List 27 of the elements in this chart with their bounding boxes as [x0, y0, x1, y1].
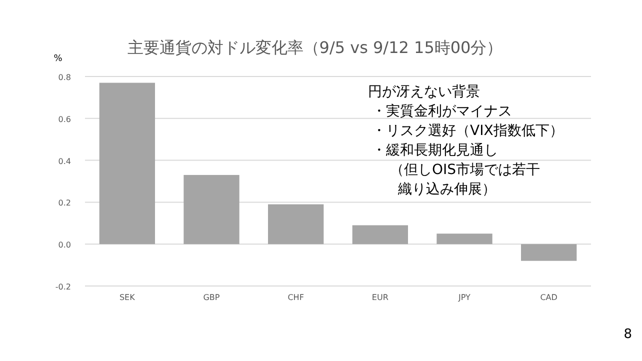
chart-title: 主要通貨の対ドル変化率（9/5 vs 9/12 15時00分）	[127, 38, 503, 57]
y-tick-label: 0.4	[58, 156, 71, 166]
x-tick-label: SEK	[119, 293, 136, 302]
bar	[436, 234, 492, 244]
x-tick-label: JPY	[458, 293, 471, 302]
x-tick-label: CAD	[540, 293, 558, 302]
y-axis-title: %	[54, 54, 63, 64]
x-tick-label: GBP	[203, 293, 220, 302]
x-tick-label: CHF	[288, 293, 304, 302]
y-tick-label: 0.8	[58, 73, 71, 82]
y-tick-label: 0.2	[58, 198, 71, 208]
text: 8	[624, 327, 632, 342]
annotation: 織り込み伸展）	[397, 182, 496, 198]
bar	[521, 244, 577, 261]
annotation: 円が冴えない背景	[368, 84, 480, 100]
y-tick-label: -0.2	[55, 282, 71, 292]
bar	[184, 174, 240, 244]
bar	[268, 204, 324, 244]
annotation: ・実質金利がマイナス	[372, 104, 512, 120]
y-tick-label: 0.6	[58, 114, 71, 124]
annotation: ・緩和長期化見通し	[372, 142, 498, 158]
annotation: （但しOIS市場では若干	[390, 162, 540, 178]
bar	[99, 82, 155, 244]
y-tick-label: 0.0	[58, 240, 71, 250]
bar	[352, 225, 408, 244]
x-tick-label: EUR	[372, 293, 389, 302]
annotation: ・リスク選好（VIX指数低下）	[372, 123, 564, 139]
